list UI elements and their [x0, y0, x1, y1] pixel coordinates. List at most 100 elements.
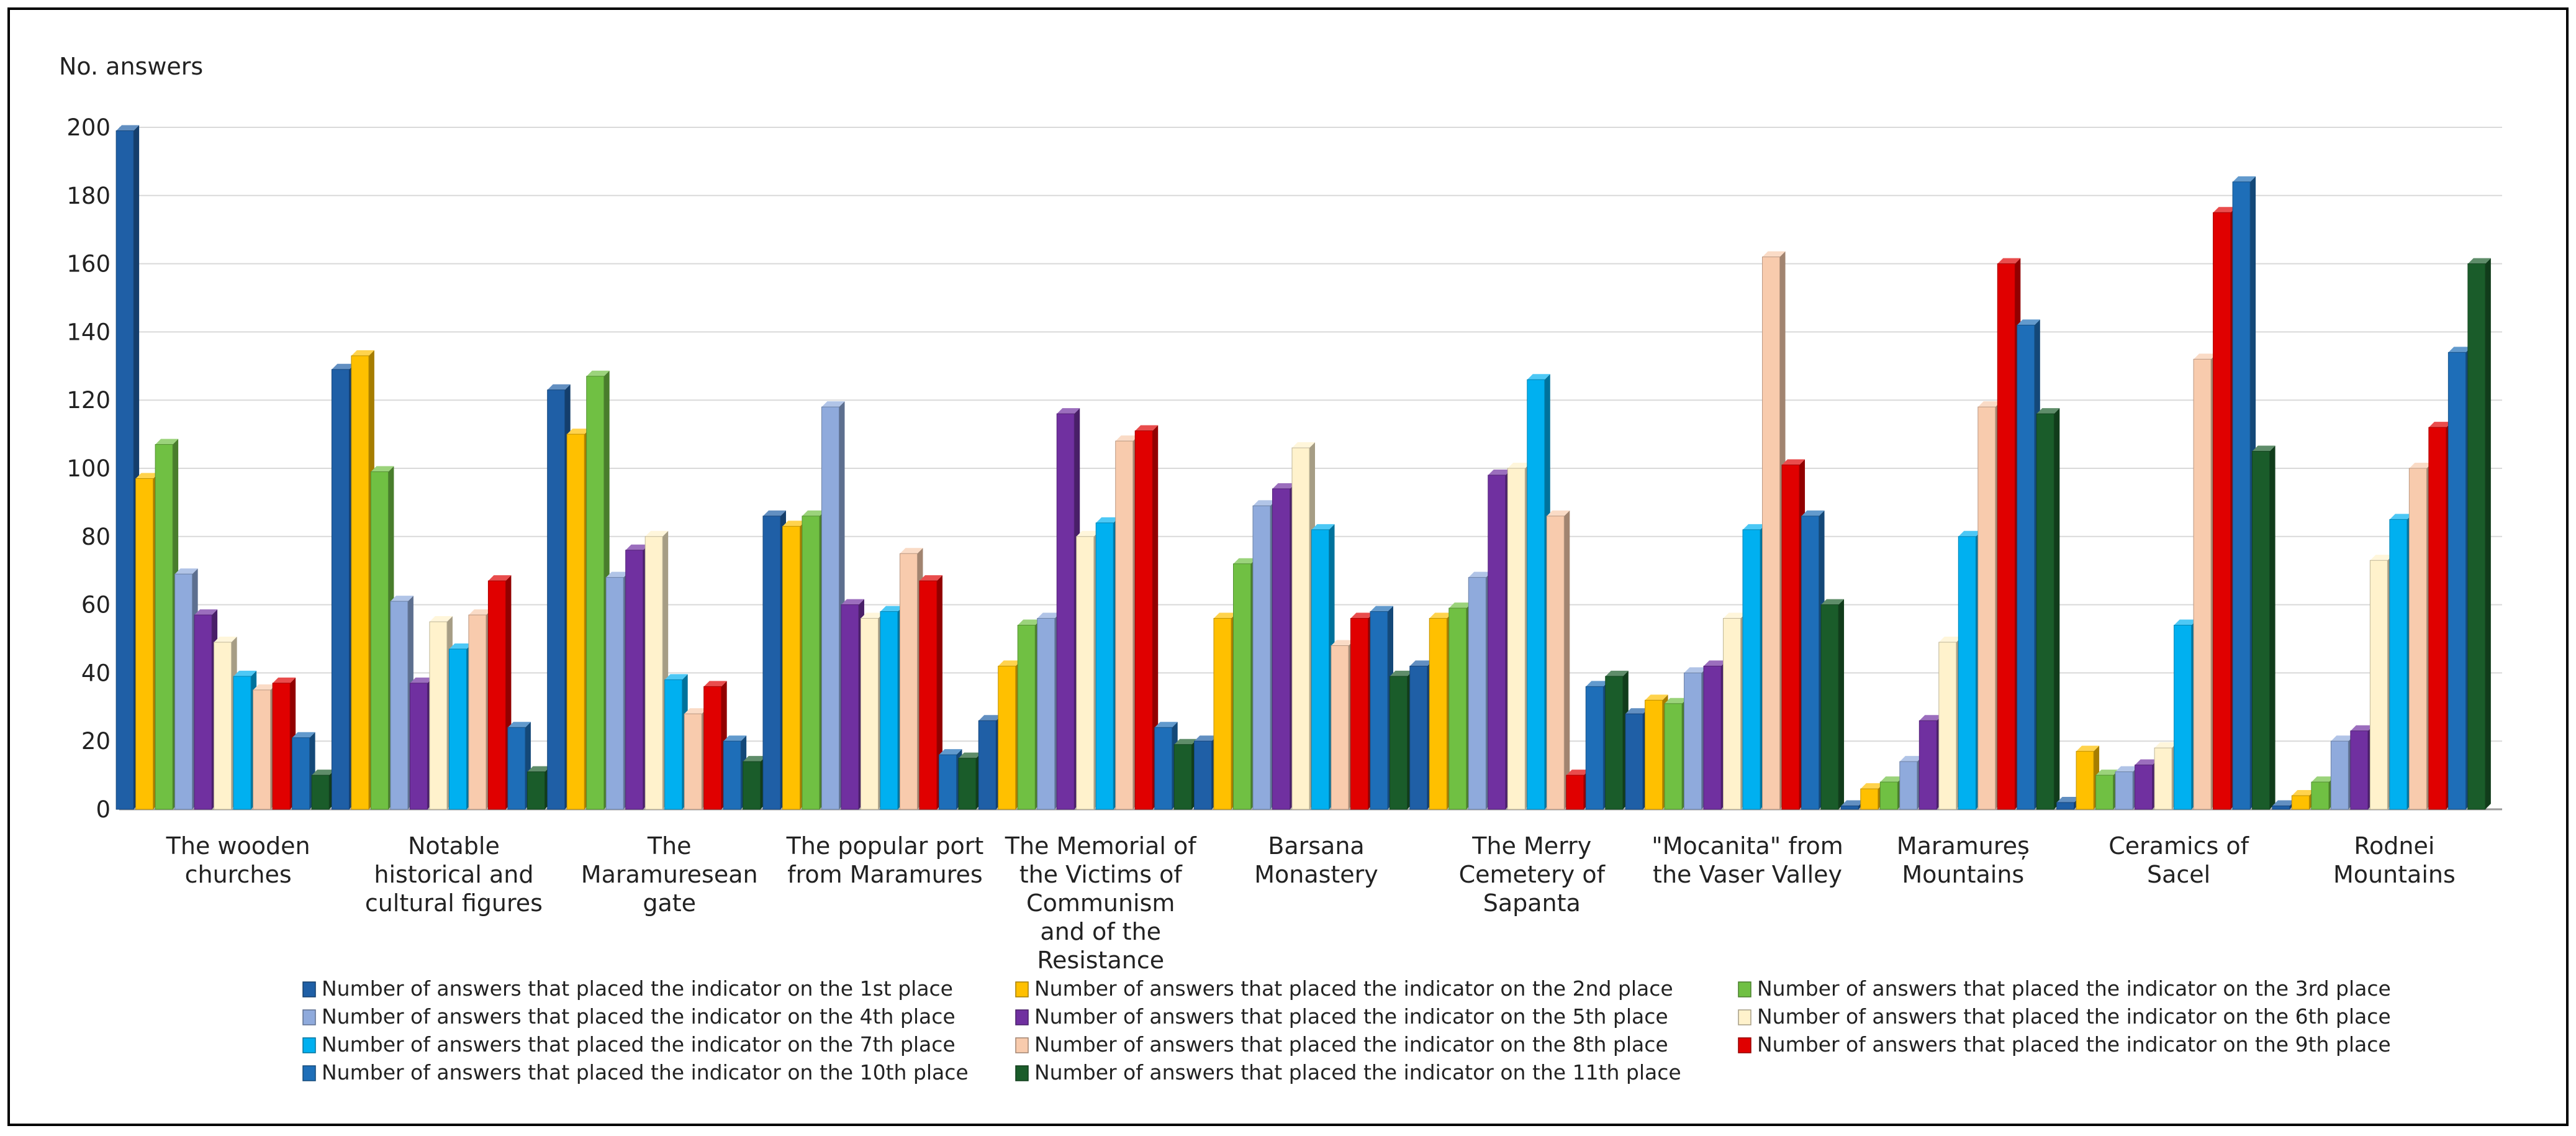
bar	[1390, 670, 1413, 810]
bar	[526, 766, 551, 810]
x-category-label: The Merry Cemetery of Sapanta	[1459, 832, 1606, 917]
y-tick-label: 0	[96, 796, 111, 823]
bar	[644, 530, 669, 810]
legend-label: Number of answers that placed the indica…	[1034, 976, 1673, 1001]
legend: Number of answers that placed the indica…	[302, 976, 2391, 1084]
bar	[1056, 408, 1080, 810]
bar	[1037, 612, 1060, 810]
legend-label: Number of answers that placed the indica…	[1757, 1032, 2391, 1056]
bar	[821, 401, 845, 810]
legend-swatch	[302, 1037, 316, 1053]
bar	[2350, 725, 2374, 810]
bars	[115, 125, 2491, 810]
legend-swatch	[1015, 1065, 1029, 1081]
y-tick-label: 160	[66, 251, 111, 278]
legend-label: Number of answers that placed the indica…	[1034, 1004, 1668, 1029]
x-category-label: The Memorial of the Victims of Communism an…	[1005, 832, 1198, 974]
legend-item: Number of answers that placed the indica…	[1738, 976, 2391, 1001]
legend-swatch	[1015, 1037, 1029, 1053]
legend-label: Number of answers that placed the indica…	[1757, 1004, 2391, 1029]
legend-label: Number of answers that placed the indica…	[1757, 976, 2391, 1001]
legend-label: Number of answers that placed the indica…	[1034, 1032, 1668, 1056]
y-tick-label: 40	[81, 660, 111, 686]
bar	[370, 466, 394, 810]
legend-label: Number of answers that placed the indica…	[322, 1004, 956, 1029]
bar	[1194, 735, 1218, 810]
legend-item: Number of answers that placed the indica…	[1015, 1004, 1668, 1029]
y-tick-label: 120	[66, 387, 111, 414]
y-tick-label: 80	[81, 524, 111, 550]
legend-item: Number of answers that placed the indica…	[1015, 1032, 1668, 1056]
bar	[1997, 258, 2021, 810]
bar	[743, 756, 766, 810]
bar	[1703, 660, 1727, 810]
legend-item: Number of answers that placed the indica…	[302, 1060, 969, 1084]
legend-swatch	[302, 1065, 316, 1081]
bar	[1723, 612, 1747, 810]
y-tick-label: 100	[66, 455, 111, 482]
legend-swatch	[1738, 981, 1751, 997]
legend-item: Number of answers that placed the indica…	[302, 1004, 956, 1029]
legend-swatch	[1015, 981, 1029, 997]
bar	[1350, 612, 1374, 810]
bar	[292, 732, 315, 810]
bar	[2252, 445, 2275, 810]
y-axis-ticks: 0 20 40 60 80 100 120 140 160 180 200	[66, 114, 111, 823]
legend-label: Number of answers that placed the indica…	[1034, 1060, 1681, 1084]
legend-label: Number of answers that placed the indica…	[322, 1032, 956, 1056]
bar	[703, 681, 727, 810]
bar	[2095, 770, 2119, 810]
x-category-label: The Maramuresean gate	[581, 832, 758, 917]
y-tick-label: 200	[66, 114, 111, 141]
y-tick-label: 20	[81, 728, 111, 755]
bar	[1605, 670, 1629, 810]
x-category-label: Maramureș Mountains	[1897, 832, 2030, 888]
bar	[841, 599, 864, 810]
legend-swatch	[1015, 1009, 1029, 1025]
legend-item: Number of answers that placed the indica…	[302, 976, 953, 1001]
legend-item: Number of answers that placed the indica…	[1015, 1060, 1681, 1084]
bar	[958, 752, 982, 810]
bar	[1134, 425, 1159, 810]
x-category-label: Barsana Monastery	[1254, 832, 1378, 888]
x-category-label: Ceramics of Sacel	[2108, 832, 2249, 888]
bar	[507, 722, 531, 810]
bar	[1488, 469, 1511, 810]
legend-label: Number of answers that placed the indica…	[322, 1060, 969, 1084]
bar	[115, 125, 140, 810]
y-tick-label: 140	[66, 319, 111, 345]
legend-swatch	[1738, 1037, 1751, 1053]
bar	[919, 575, 942, 810]
bar	[1781, 459, 1805, 810]
x-category-label: The popular port from Maramures	[786, 832, 984, 888]
bar	[860, 612, 884, 810]
bar	[1527, 374, 1550, 810]
y-tick-label: 180	[66, 183, 111, 209]
bar	[605, 571, 630, 810]
x-category-label: Rodnei Mountains	[2333, 832, 2456, 888]
legend-swatch	[1738, 1009, 1751, 1025]
bar	[1546, 510, 1570, 810]
bar	[1173, 738, 1198, 810]
x-category-label: Notable historical and cultural figures	[365, 832, 543, 917]
legend-swatch	[302, 981, 316, 997]
legend-swatch	[302, 1009, 316, 1025]
legend-item: Number of answers that placed the indica…	[1738, 1032, 2391, 1056]
x-category-label: "Mocanita" from the Vaser Valley	[1652, 832, 1843, 888]
bar	[2467, 258, 2491, 810]
y-tick-label: 60	[81, 592, 111, 619]
x-axis-categories: The wooden churches Notable historical and c…	[166, 832, 2456, 974]
legend-label: Number of answers that placed the indica…	[322, 976, 953, 1001]
bar	[664, 674, 688, 810]
y-axis-title: No. answers	[59, 53, 203, 80]
bar	[899, 548, 923, 810]
legend-item: Number of answers that placed the indica…	[302, 1032, 956, 1056]
legend-item: Number of answers that placed the indica…	[1738, 1004, 2391, 1029]
bar	[487, 575, 512, 810]
bar	[311, 770, 335, 810]
bar	[1820, 599, 1845, 810]
legend-item: Number of answers that placed the indica…	[1015, 976, 1673, 1001]
x-category-label: The wooden churches	[166, 832, 310, 888]
bar	[2036, 408, 2060, 810]
